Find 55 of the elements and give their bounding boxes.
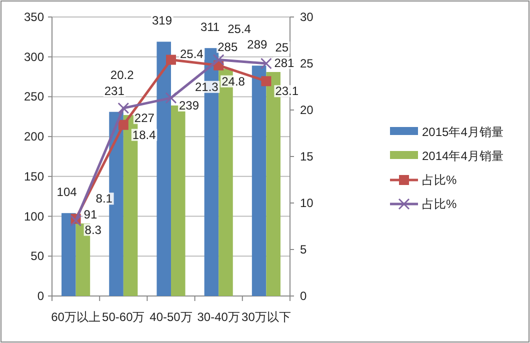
data-label: 24.8 — [222, 74, 245, 88]
y2-tick-label: 20 — [300, 103, 314, 117]
data-label: 23.1 — [275, 84, 299, 98]
bar — [156, 42, 171, 296]
y2-tick-label: 15 — [300, 150, 314, 164]
point — [118, 102, 130, 114]
point — [166, 54, 176, 65]
data-label: 289 — [247, 38, 268, 52]
legend-label: 占比% — [422, 173, 457, 187]
data-label: 20.2 — [110, 68, 134, 82]
legend-label: 2014年4月销量 — [422, 149, 504, 163]
data-label: 18.4 — [132, 128, 156, 142]
y-tick-label: 250 — [24, 90, 44, 104]
y2-tick-label: 25 — [300, 56, 314, 70]
bar — [62, 213, 76, 296]
y2-tick-label: 5 — [300, 242, 307, 256]
point — [165, 92, 177, 104]
y-tick-label: 350 — [24, 10, 44, 24]
legend-label: 占比% — [422, 197, 457, 211]
x-tick-label: 60万以上 — [51, 310, 100, 324]
y-tick-label: 50 — [30, 249, 44, 264]
y-tick-label: 300 — [24, 50, 44, 64]
x-tick-label: 40-50万 — [150, 310, 192, 324]
data-label: 8.1 — [96, 192, 112, 206]
y2-tick-label: 10 — [300, 196, 314, 210]
data-label: 285 — [218, 40, 238, 54]
data-label: 25.4 — [228, 22, 251, 36]
data-label: 227 — [134, 111, 154, 126]
legend-label: 2015年4月销量 — [422, 125, 504, 139]
point — [212, 54, 224, 66]
y2-tick-label: 30 — [300, 10, 314, 24]
data-label: 91 — [84, 207, 98, 222]
data-label: 104 — [56, 185, 77, 200]
data-label: 239 — [179, 98, 200, 112]
y-tick-label: 200 — [24, 130, 44, 144]
point — [261, 76, 272, 86]
y-tick-label: 100 — [24, 209, 44, 224]
data-label: 281 — [274, 56, 294, 70]
point — [70, 214, 82, 226]
y-tick-label: 150 — [24, 169, 44, 184]
data-label: 311 — [200, 20, 220, 34]
y-tick-label: 0 — [37, 289, 44, 303]
data-label: 319 — [152, 14, 172, 28]
data-label: 25 — [275, 40, 289, 54]
bar — [252, 66, 266, 296]
point — [260, 58, 272, 70]
point — [118, 120, 128, 130]
data-label: 8.3 — [84, 222, 102, 237]
data-label: 25.4 — [180, 46, 204, 61]
x-tick-label: 50-60万 — [102, 310, 145, 324]
data-label: 21.3 — [195, 80, 218, 94]
y2-tick-label: 0 — [300, 289, 307, 303]
data-label: 231 — [104, 84, 124, 98]
x-tick-label: 30-40万 — [197, 310, 240, 324]
x-tick-label: 30万以下 — [242, 310, 291, 324]
